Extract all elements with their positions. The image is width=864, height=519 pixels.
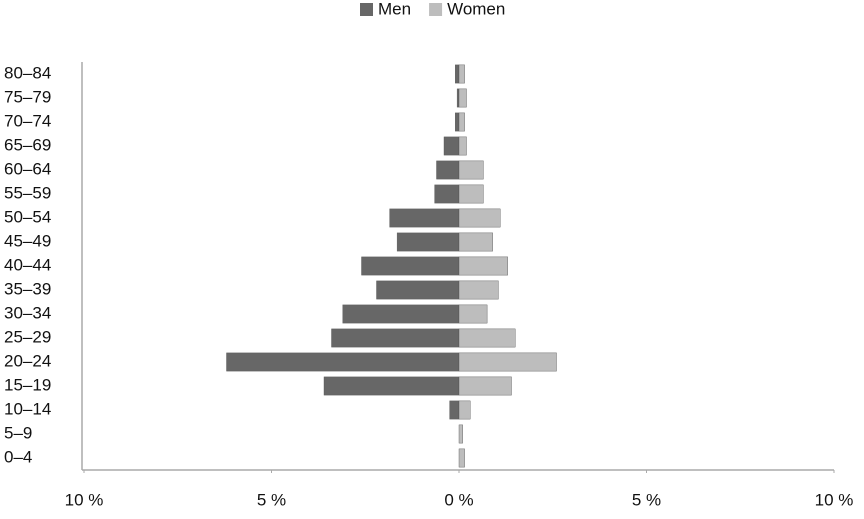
bar	[323, 376, 460, 396]
y-tick-label: 25–29	[4, 327, 51, 346]
bar	[396, 232, 460, 252]
legend-swatch	[360, 3, 373, 16]
bar	[458, 376, 512, 396]
bar	[389, 208, 460, 228]
x-tick-label: 10 %	[815, 490, 854, 509]
y-tick-label: 70–74	[4, 111, 51, 130]
legend-label: Women	[447, 0, 505, 18]
y-tick-label: 20–24	[4, 351, 51, 370]
bar	[458, 88, 467, 108]
y-tick-label: 75–79	[4, 87, 51, 106]
bar	[331, 328, 460, 348]
bar	[458, 424, 463, 444]
bar	[455, 112, 460, 132]
bar	[458, 184, 484, 204]
bar	[458, 64, 465, 84]
y-tick-label: 0–4	[4, 447, 32, 466]
bar	[458, 304, 488, 324]
bar	[342, 304, 460, 324]
y-tick-label: 30–34	[4, 303, 51, 322]
x-tick-label: 0 %	[444, 490, 473, 509]
bar	[458, 232, 493, 252]
bar	[449, 400, 460, 420]
bar	[443, 136, 460, 156]
bar	[458, 136, 467, 156]
bar	[376, 280, 460, 300]
bar	[226, 352, 460, 372]
y-tick-label: 45–49	[4, 231, 51, 250]
y-tick-label: 15–19	[4, 375, 51, 394]
bar	[361, 256, 460, 276]
bar	[456, 88, 460, 108]
bar	[458, 256, 508, 276]
y-tick-label: 5–9	[4, 423, 32, 442]
x-tick-label: 5 %	[257, 490, 286, 509]
y-tick-label: 55–59	[4, 183, 51, 202]
y-tick-label: 60–64	[4, 159, 51, 178]
x-tick-label: 5 %	[632, 490, 661, 509]
bar	[436, 160, 460, 180]
legend-swatch	[429, 3, 443, 16]
bar	[434, 184, 460, 204]
y-tick-label: 65–69	[4, 135, 51, 154]
x-tick-label: 10 %	[65, 490, 104, 509]
bar	[458, 448, 465, 468]
bar	[458, 160, 484, 180]
y-tick-label: 10–14	[4, 399, 51, 418]
bar	[458, 328, 516, 348]
bar	[455, 64, 460, 84]
y-tick-label: 80–84	[4, 63, 51, 82]
bar	[458, 400, 471, 420]
y-tick-label: 50–54	[4, 207, 51, 226]
y-tick-label: 40–44	[4, 255, 51, 274]
y-tick-label: 35–39	[4, 279, 51, 298]
bar	[458, 208, 501, 228]
bar	[458, 112, 465, 132]
bar	[458, 280, 499, 300]
legend-label: Men	[378, 0, 411, 18]
bar	[458, 352, 557, 372]
